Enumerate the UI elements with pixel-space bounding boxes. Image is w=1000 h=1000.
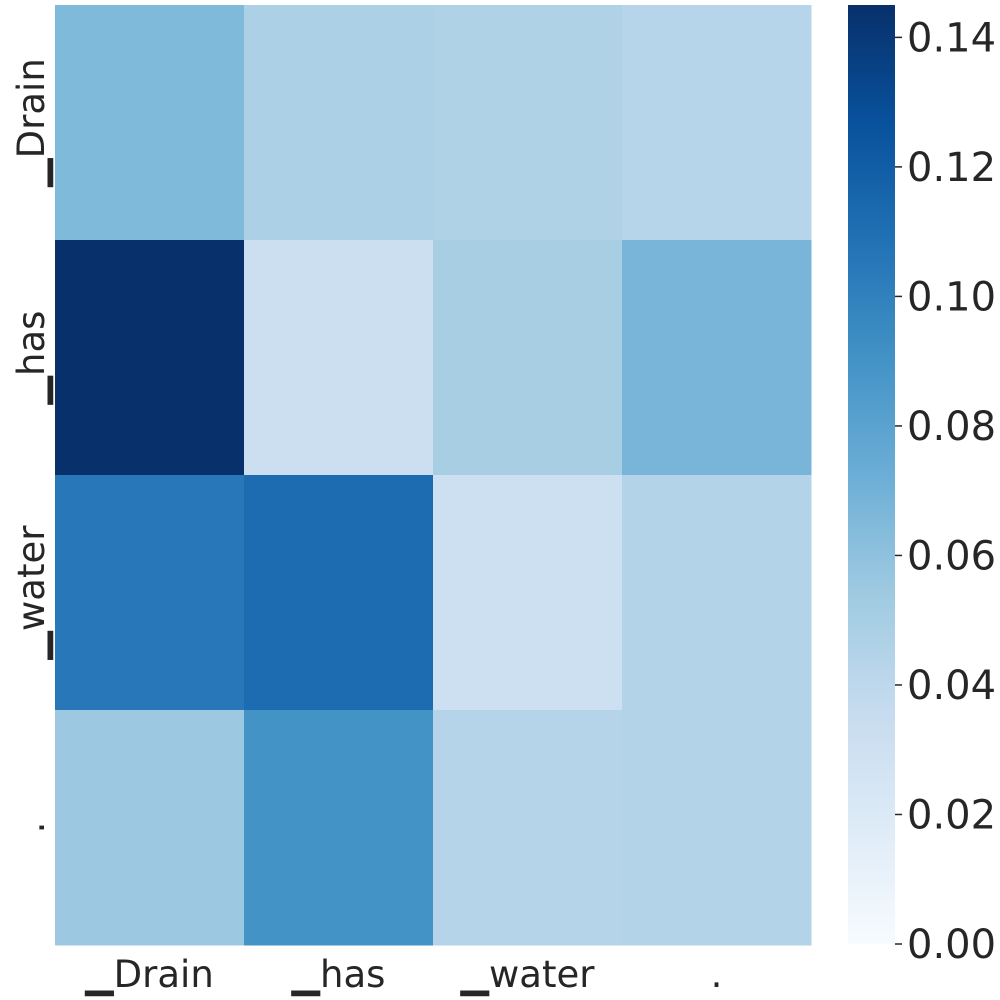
y-tick-label: ▁Drain — [10, 58, 54, 188]
y-tick-label: . — [10, 822, 53, 834]
heatmap-cell — [622, 5, 812, 241]
heatmap-cell — [244, 5, 434, 241]
colorbar-tick-label: 0.02 — [907, 792, 996, 838]
x-tick-label: ▁Drain — [84, 953, 214, 997]
x-tick-label: . — [711, 953, 723, 996]
heatmap-cell — [622, 240, 812, 476]
colorbar-tick-label: 0.08 — [907, 404, 996, 450]
heatmap-cells — [55, 5, 812, 946]
colorbar-gradient — [848, 5, 895, 944]
heatmap-cell — [55, 475, 245, 711]
colorbar-tick-label: 0.12 — [907, 145, 996, 191]
y-tick-label: ▁water — [10, 525, 54, 661]
heatmap-cell — [244, 710, 434, 946]
heatmap-cell — [433, 240, 623, 476]
heatmap-cell — [433, 5, 623, 241]
heatmap-cell — [244, 240, 434, 476]
heatmap-cell — [622, 710, 812, 946]
y-tick-label: ▁has — [10, 311, 54, 406]
heatmap-cell — [433, 710, 623, 946]
x-axis-ticks: ▁Drain ▁has ▁water. — [84, 953, 722, 997]
colorbar-tick-label: 0.04 — [907, 663, 996, 709]
x-tick-label: ▁has — [291, 953, 386, 997]
heatmap-cell — [622, 475, 812, 711]
x-tick-label: ▁water — [460, 953, 596, 997]
heatmap-cell — [55, 240, 245, 476]
colorbar-ticks: 0.00 0.02 0.04 0.06 0.08 0.10 0.12 0.14 — [895, 15, 996, 968]
colorbar-tick-label: 0.14 — [907, 15, 996, 61]
colorbar-tick-label: 0.00 — [907, 922, 996, 968]
colorbar-tick-label: 0.06 — [907, 533, 996, 579]
heatmap-cell — [55, 710, 245, 946]
heatmap-cell — [433, 475, 623, 711]
heatmap-cell — [244, 475, 434, 711]
heatmap-cell — [55, 5, 245, 241]
y-axis-ticks: ▁Drain ▁has ▁water. — [10, 58, 54, 833]
colorbar — [848, 5, 895, 944]
colorbar-tick-label: 0.10 — [907, 274, 996, 320]
